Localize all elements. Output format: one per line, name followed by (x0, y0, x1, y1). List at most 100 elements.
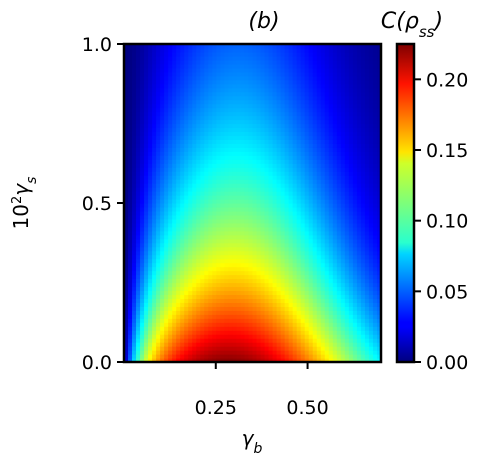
heatmap-cell (144, 155, 149, 160)
heatmap-cell (160, 246, 165, 252)
heatmap-cell (352, 83, 358, 89)
heatmap-cell (148, 59, 153, 65)
heatmap-cell (340, 298, 346, 303)
heatmap-cell (332, 302, 338, 307)
heatmap-cell (176, 147, 181, 152)
heatmap-cell (308, 59, 314, 65)
heatmap-cell (324, 250, 330, 256)
heatmap-cell (124, 270, 129, 276)
heatmap-cell (196, 63, 201, 69)
heatmap-cell (228, 59, 234, 65)
heatmap-cell (296, 318, 302, 323)
heatmap-cell (128, 87, 133, 93)
heatmap-cell (136, 63, 141, 69)
heatmap-cell (284, 44, 290, 49)
heatmap-cell (368, 342, 374, 347)
heatmap-cell (256, 318, 262, 323)
heatmap-cell (224, 159, 230, 164)
heatmap-cell (152, 99, 157, 105)
heatmap-cell (252, 222, 258, 228)
heatmap-cell (368, 135, 374, 140)
heatmap-cell (188, 338, 193, 343)
heatmap-cell (204, 155, 209, 160)
heatmap-cell (240, 44, 246, 49)
heatmap-cell (340, 278, 346, 284)
heatmap-cell (172, 234, 177, 240)
heatmap-cell (140, 246, 145, 252)
heatmap-cell (180, 103, 185, 109)
heatmap-cell (152, 274, 157, 280)
heatmap-cell (280, 310, 286, 315)
heatmap-cell (260, 195, 266, 200)
heatmap-cell (280, 83, 286, 89)
heatmap-cell (136, 274, 141, 280)
heatmap-cell (184, 91, 189, 97)
heatmap-cell (224, 63, 230, 69)
heatmap-cell (324, 290, 330, 296)
heatmap-cell (256, 306, 262, 311)
heatmap-cell (284, 107, 290, 113)
heatmap-cell (220, 274, 225, 280)
heatmap-cell (184, 123, 189, 129)
heatmap-cell (340, 107, 346, 113)
heatmap-cell (280, 163, 286, 168)
heatmap-cell (228, 218, 234, 224)
heatmap-cell (296, 139, 302, 144)
heatmap-cell (272, 51, 278, 57)
heatmap-cell (148, 75, 153, 81)
heatmap-cell (200, 111, 205, 117)
heatmap-cell (312, 282, 318, 288)
heatmap-cell (224, 103, 230, 109)
heatmap-cell (296, 218, 302, 224)
heatmap-cell (300, 214, 306, 220)
heatmap-cell (356, 71, 362, 77)
heatmap-cell (228, 222, 234, 228)
heatmap-cell (172, 111, 177, 117)
heatmap-cell (280, 262, 286, 268)
heatmap-cell (132, 135, 137, 140)
heatmap-cell (272, 199, 278, 204)
heatmap-cell (336, 187, 342, 192)
heatmap-cell (236, 218, 242, 224)
heatmap-cell (208, 131, 213, 137)
heatmap-cell (200, 214, 205, 220)
heatmap-cell (240, 302, 246, 307)
heatmap-cell (340, 222, 346, 228)
heatmap-cell (284, 218, 290, 224)
heatmap-cell (152, 167, 157, 172)
heatmap-cell (288, 326, 294, 331)
heatmap-cell (272, 210, 278, 216)
heatmap-cell (132, 187, 137, 192)
heatmap-cell (360, 123, 366, 129)
heatmap-cell (252, 278, 258, 284)
heatmap-cell (328, 159, 334, 164)
heatmap-cell (164, 191, 169, 196)
heatmap-cell (164, 187, 169, 192)
heatmap-cell (292, 123, 298, 129)
heatmap-cell (192, 159, 197, 164)
heatmap-cell (368, 302, 374, 307)
heatmap-cell (360, 163, 366, 168)
heatmap-cell (312, 135, 318, 140)
heatmap-cell (324, 346, 330, 351)
heatmap-cell (272, 63, 278, 69)
heatmap-cell (268, 262, 274, 268)
heatmap-cell (164, 151, 169, 156)
heatmap-cell (128, 214, 133, 220)
heatmap-cell (340, 59, 346, 65)
heatmap-cell (364, 298, 370, 303)
heatmap-cell (312, 59, 318, 65)
heatmap-cell (224, 206, 230, 212)
heatmap-cell (140, 218, 145, 224)
heatmap-cell (176, 294, 181, 300)
heatmap-cell (224, 135, 230, 140)
heatmap-cell (168, 175, 173, 180)
heatmap-cell (128, 143, 133, 148)
heatmap-cell (132, 147, 137, 152)
heatmap-cell (208, 318, 213, 323)
heatmap-cell (216, 91, 221, 97)
heatmap-cell (364, 135, 370, 140)
heatmap-cell (172, 206, 177, 212)
heatmap-cell (272, 218, 278, 224)
heatmap-cell (156, 119, 161, 125)
